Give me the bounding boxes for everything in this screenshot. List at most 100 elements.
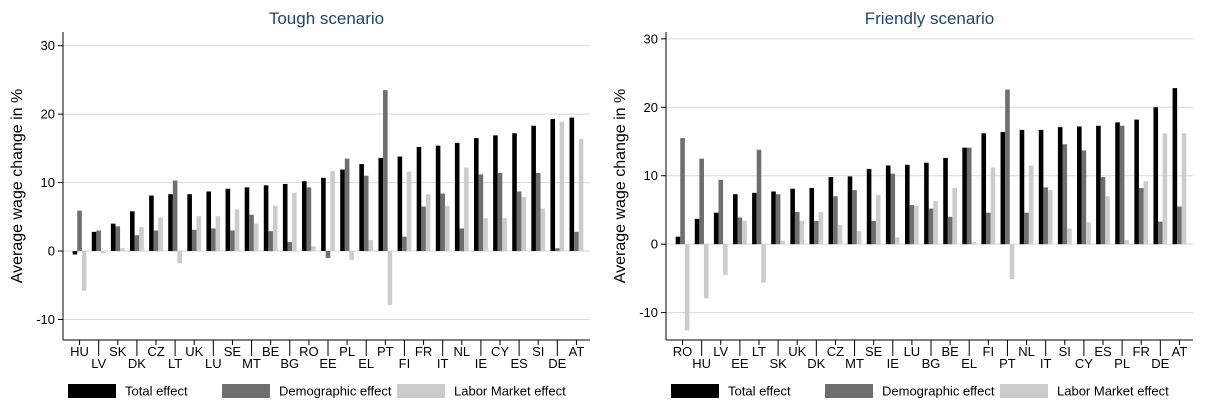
bar-labor-market-effect [1086,222,1091,245]
bar-demographic-effect [699,158,704,245]
x-tick-label: DK [807,356,825,371]
bar-demographic-effect [756,149,762,245]
bar-demographic-effect [134,235,140,252]
bar-total-effect [225,188,231,252]
x-tick-label: HU [70,344,89,359]
bar-demographic-effect [1043,187,1048,245]
bar-total-effect [493,135,498,252]
bar-total-effect [962,147,967,245]
x-tick-label: BG [280,356,299,371]
bar-demographic-effect [421,206,426,252]
bar-labor-market-effect [234,209,240,252]
bar-labor-market-effect [139,227,144,252]
bar-demographic-effect [77,210,82,252]
x-tick-label: RO [673,344,693,359]
legend-label: Demographic effect [279,384,392,399]
bar-total-effect [1096,125,1101,245]
x-tick-label: IE [475,356,488,371]
y-tick-label: -10 [36,312,55,327]
bar-total-effect [474,138,479,252]
legend-label: Demographic effect [882,384,995,399]
x-tick-label: SI [1059,344,1071,359]
y-tick-label: 10 [644,168,658,183]
bar-total-effect [1134,119,1139,245]
bar-demographic-effect [1158,221,1163,245]
y-tick-label: 30 [41,38,55,53]
x-tick-label: DK [128,356,146,371]
bar-demographic-effect [306,187,312,252]
bar-labor-market-effect [559,121,565,252]
x-tick-label: LU [904,344,921,359]
bar-labor-market-effect [406,171,412,252]
bar-demographic-effect [1062,144,1068,245]
bar-labor-market-effect [895,237,900,245]
bar-labor-market-effect [215,216,221,252]
y-tick-label: 20 [644,100,658,115]
bar-total-effect [866,168,872,245]
x-tick-label: LT [752,344,766,359]
y-tick-label: -10 [639,305,658,320]
bar-labor-market-effect [521,196,526,252]
x-tick-label: CY [491,344,509,359]
bar-labor-market-effect [272,205,278,252]
bar-total-effect [924,162,929,245]
bar-demographic-effect [96,230,101,252]
bar-demographic-effect [833,196,838,245]
bar-labor-market-effect [1162,133,1168,245]
chart-friendly-scenario: Friendly scenario -10 0 10 20 30 Average wage … [612,9,1193,399]
bar-labor-market-effect [780,240,785,245]
bar-total-effect [187,194,192,252]
bar-total-effect [149,195,154,252]
x-tick-label: BE [941,344,959,359]
x-tick-label: NL [1018,344,1035,359]
bar-demographic-effect [947,216,953,245]
legend-swatch [222,384,270,398]
x-tick-label: SK [769,356,787,371]
bar-labor-market-effect [330,170,335,252]
bar-total-effect [981,133,987,245]
bar-demographic-effect [737,217,743,245]
bar-demographic-effect [1005,89,1010,245]
bar-total-effect [244,187,250,252]
bar-demographic-effect [497,173,503,252]
bar-total-effect [359,164,364,252]
bar-demographic-effect [153,230,159,252]
bar-total-effect [512,133,517,252]
bar-demographic-effect [230,230,235,252]
bar-labor-market-effect [292,192,297,252]
bar-demographic-effect [211,228,216,252]
bar-demographic-effect [986,212,991,245]
x-tick-label: BG [922,356,941,371]
bar-labor-market-effect [761,244,766,283]
bar-demographic-effect [115,226,121,252]
x-tick-label: DE [1151,356,1169,371]
bar-labor-market-effect [971,242,977,245]
x-tick-label: DE [548,356,566,371]
x-tick-label: LU [205,356,222,371]
bar-total-effect [675,236,681,245]
x-tick-label: PT [377,344,394,359]
legend-label: Labor Market effect [1057,384,1169,399]
bar-total-effect [206,191,212,252]
bar-labor-market-effect [100,251,106,254]
legend-swatch [1000,384,1048,398]
bar-labor-market-effect [158,217,163,252]
bar-labor-market-effect [1047,190,1053,245]
bar-total-effect [943,157,948,245]
bar-demographic-effect [680,138,685,245]
bar-total-effect [569,117,575,252]
x-tick-label: EL [961,356,977,371]
bar-total-effect [713,212,719,245]
bar-demographic-effect [383,90,388,252]
bar-demographic-effect [287,242,293,252]
bar-labor-market-effect [1028,165,1034,245]
bar-demographic-effect [516,191,522,252]
bar-total-effect [282,183,288,252]
legend-swatch [825,384,873,398]
bar-labor-market-effect [952,188,957,245]
y-axis-label: Average wage change in % [9,89,26,284]
y-tick-label: 30 [644,31,658,46]
bar-demographic-effect [890,173,896,245]
bar-labor-market-effect [368,240,374,252]
